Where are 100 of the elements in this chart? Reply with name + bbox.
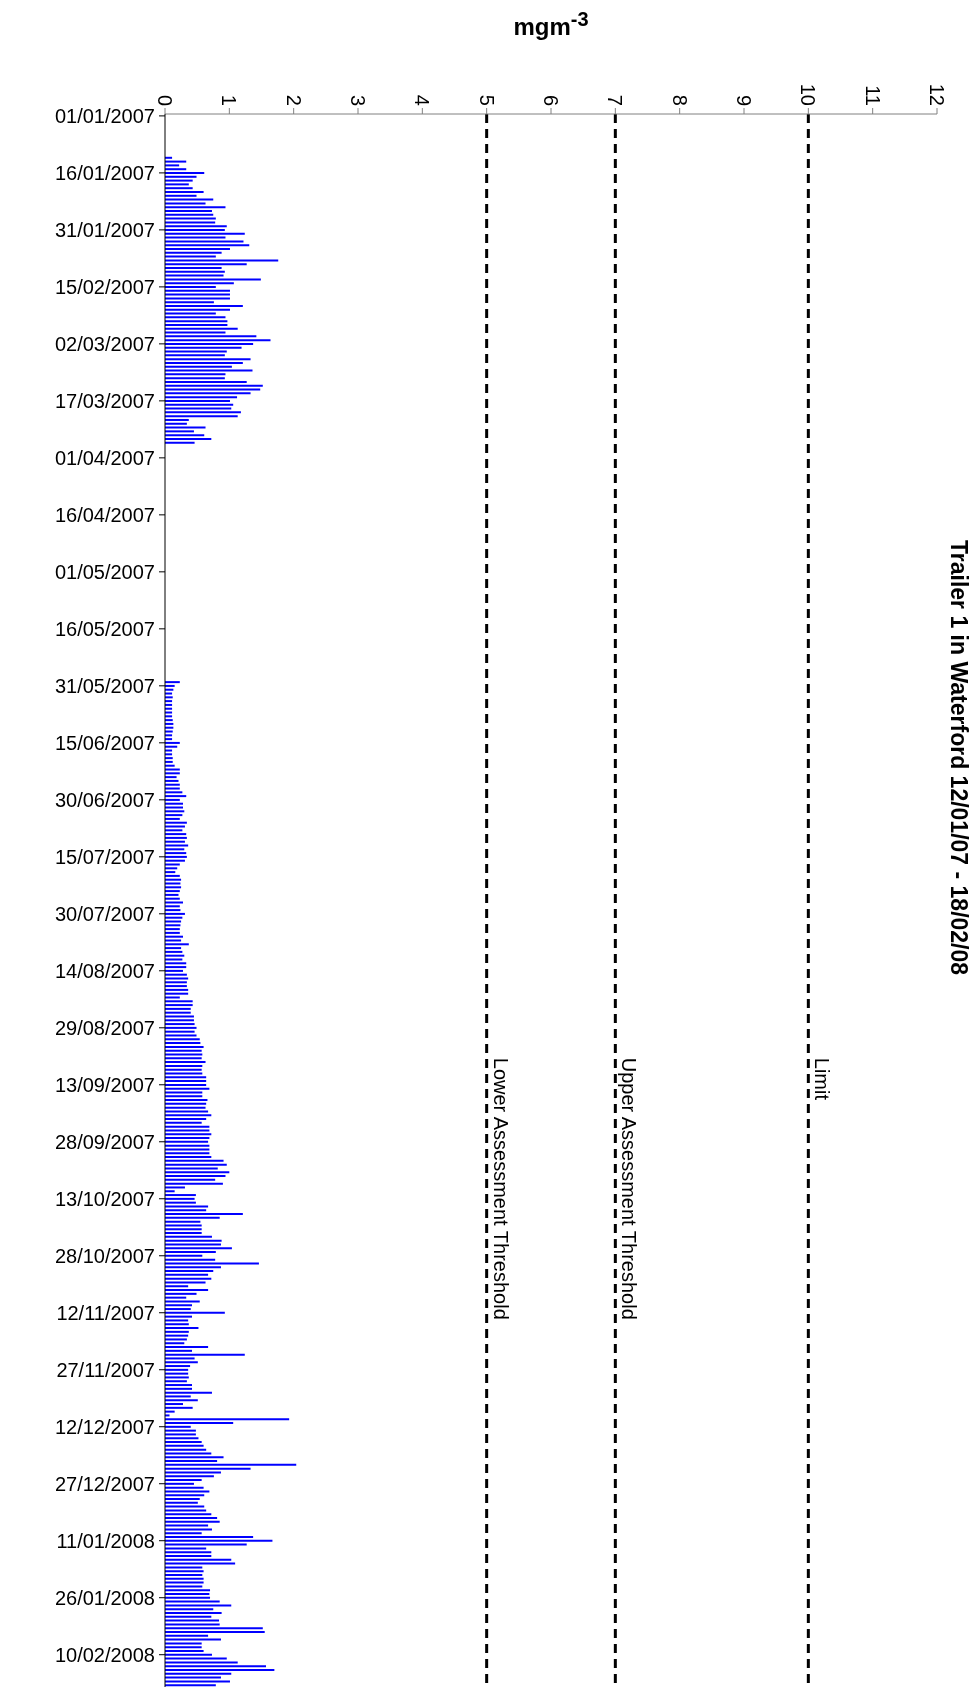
- bar: [165, 293, 230, 296]
- y-tick-label: 31/05/2007: [54, 674, 155, 697]
- bar: [165, 882, 181, 885]
- bar: [165, 1684, 216, 1687]
- bar: [165, 1156, 212, 1159]
- bar: [165, 1433, 196, 1436]
- bar: [165, 354, 225, 357]
- bar: [165, 1190, 175, 1193]
- bar: [165, 798, 180, 801]
- bar: [165, 935, 184, 938]
- text: Trailer 1 in Waterford 12/01/07 - 18/02/08: [945, 540, 972, 976]
- bar: [165, 947, 182, 950]
- bar: [165, 764, 175, 767]
- bar: [165, 810, 185, 813]
- bar: [165, 1638, 221, 1641]
- bar: [165, 905, 180, 908]
- bar: [165, 1315, 193, 1318]
- y-tick-label: 10/02/2008: [54, 1643, 155, 1666]
- bar: [165, 909, 181, 912]
- bar: [165, 263, 247, 266]
- bar: [165, 1513, 212, 1516]
- bar: [165, 966, 187, 969]
- y-tick-label: 01/01/2007: [54, 104, 155, 127]
- x-tick-label: 2: [282, 94, 305, 106]
- bar: [165, 1528, 212, 1531]
- x-tick-label: 4: [411, 94, 434, 106]
- bar: [165, 160, 187, 163]
- bar: [165, 988, 189, 991]
- bar: [165, 1118, 207, 1121]
- bar: [165, 1289, 209, 1292]
- bar: [165, 1425, 191, 1428]
- bar: [165, 760, 173, 763]
- bar: [165, 874, 180, 877]
- bar: [165, 1308, 191, 1311]
- bar: [165, 247, 230, 250]
- bar: [165, 1209, 207, 1212]
- bar: [165, 1387, 193, 1390]
- bar: [165, 1650, 204, 1652]
- bar: [165, 171, 205, 174]
- bar: [165, 396, 238, 399]
- bar: [165, 1482, 194, 1485]
- bar: [165, 1680, 230, 1683]
- bar: [165, 1137, 210, 1140]
- y-tick-label: 31/01/2007: [54, 218, 155, 241]
- bar: [165, 1623, 220, 1626]
- bar: [165, 1224, 202, 1227]
- bar: [165, 783, 180, 786]
- bar: [165, 1596, 211, 1599]
- bar: [165, 1361, 198, 1364]
- bar: [165, 852, 187, 855]
- bar: [165, 1501, 198, 1504]
- y-tick-label: 17/03/2007: [54, 389, 155, 412]
- bar: [165, 1247, 232, 1250]
- bar: [165, 814, 183, 817]
- bar: [165, 840, 185, 843]
- bar: [165, 1372, 189, 1375]
- bar: [165, 1277, 212, 1280]
- x-tick-label: 7: [604, 94, 627, 106]
- bar: [165, 1311, 225, 1314]
- bar: [165, 1558, 232, 1561]
- bar: [165, 1463, 297, 1466]
- bar: [165, 1178, 216, 1181]
- bar: [165, 829, 183, 832]
- bar: [165, 1448, 207, 1451]
- bar: [165, 806, 184, 809]
- bar: [165, 878, 182, 881]
- bar: [165, 323, 228, 326]
- bar: [165, 931, 180, 934]
- bar: [165, 289, 230, 292]
- bar: [165, 1452, 212, 1455]
- bar: [165, 776, 177, 779]
- bar: [165, 251, 222, 254]
- bar: [165, 1129, 210, 1132]
- bar: [165, 1391, 212, 1394]
- bar: [165, 415, 238, 418]
- bar: [165, 339, 271, 342]
- bar: [165, 1304, 193, 1307]
- y-tick-label: 13/09/2007: [54, 1073, 155, 1096]
- bar: [165, 426, 206, 429]
- bar: [165, 1076, 207, 1079]
- bar: [165, 859, 185, 862]
- y-tick-label: 01/04/2007: [54, 446, 155, 469]
- ref-line-label: Upper Assessment Threshold: [618, 1057, 641, 1320]
- bar: [165, 1581, 204, 1584]
- bar: [165, 1000, 193, 1003]
- bar: [165, 206, 226, 209]
- bar: [165, 1049, 202, 1052]
- bar: [165, 1254, 203, 1257]
- bar: [165, 844, 189, 847]
- bar: [165, 768, 180, 771]
- y-tick-label: 16/04/2007: [54, 503, 155, 526]
- bar: [165, 1220, 201, 1223]
- bar: [165, 1270, 214, 1273]
- bar: [165, 1368, 189, 1371]
- bar: [165, 795, 187, 798]
- bar: [165, 958, 183, 961]
- bar: [165, 1087, 210, 1090]
- bar: [165, 962, 187, 965]
- bar: [165, 1007, 191, 1010]
- bar: [165, 893, 179, 896]
